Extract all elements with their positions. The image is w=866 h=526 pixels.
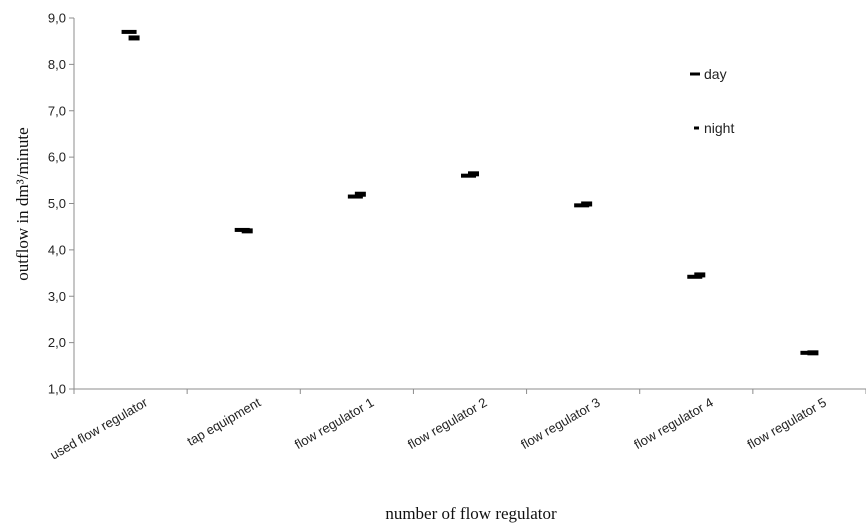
legend-night-marker [694, 126, 699, 130]
x-tick-label: flow regulator 5 [744, 395, 828, 452]
y-tick-label: 9,0 [48, 11, 66, 26]
night-marker [354, 191, 366, 197]
night-marker [807, 350, 819, 356]
x-tick-label: flow regulator 4 [631, 395, 715, 452]
night-marker [128, 35, 140, 41]
y-tick-label: 6,0 [48, 150, 66, 165]
data-marks [121, 29, 819, 356]
day-marker [121, 29, 137, 34]
x-tick-label: flow regulator 2 [405, 395, 489, 452]
night-marker [694, 272, 706, 278]
legend-night-label: night [704, 120, 734, 136]
x-tick-label: flow regulator 1 [292, 395, 376, 452]
y-tick-label: 2,0 [48, 335, 66, 350]
y-axis-title: outflow in dm³/minute [13, 127, 32, 280]
legend-day-marker [690, 72, 700, 76]
y-tick-label: 5,0 [48, 196, 66, 211]
x-tick-label: used flow regulator [47, 394, 150, 462]
y-tick-label: 4,0 [48, 242, 66, 257]
y-tick-label: 8,0 [48, 57, 66, 72]
y-tick-label: 7,0 [48, 103, 66, 118]
night-marker [468, 171, 479, 177]
y-axis: 1,0 2,0 3,0 4,0 5,0 6,0 7,0 8,0 9,0 [48, 11, 75, 397]
x-tick-label: tap equipment [184, 394, 263, 448]
x-tick-label: flow regulator 3 [518, 395, 602, 452]
legend-day-label: day [704, 66, 727, 82]
night-marker [241, 228, 253, 234]
x-axis: used flow regulator tap equipment flow reg… [47, 388, 866, 463]
x-axis-title: number of flow regulator [385, 504, 557, 523]
night-marker [581, 201, 593, 207]
legend: day night [690, 66, 734, 136]
y-tick-label: 1,0 [48, 382, 66, 397]
y-tick-label: 3,0 [48, 289, 66, 304]
